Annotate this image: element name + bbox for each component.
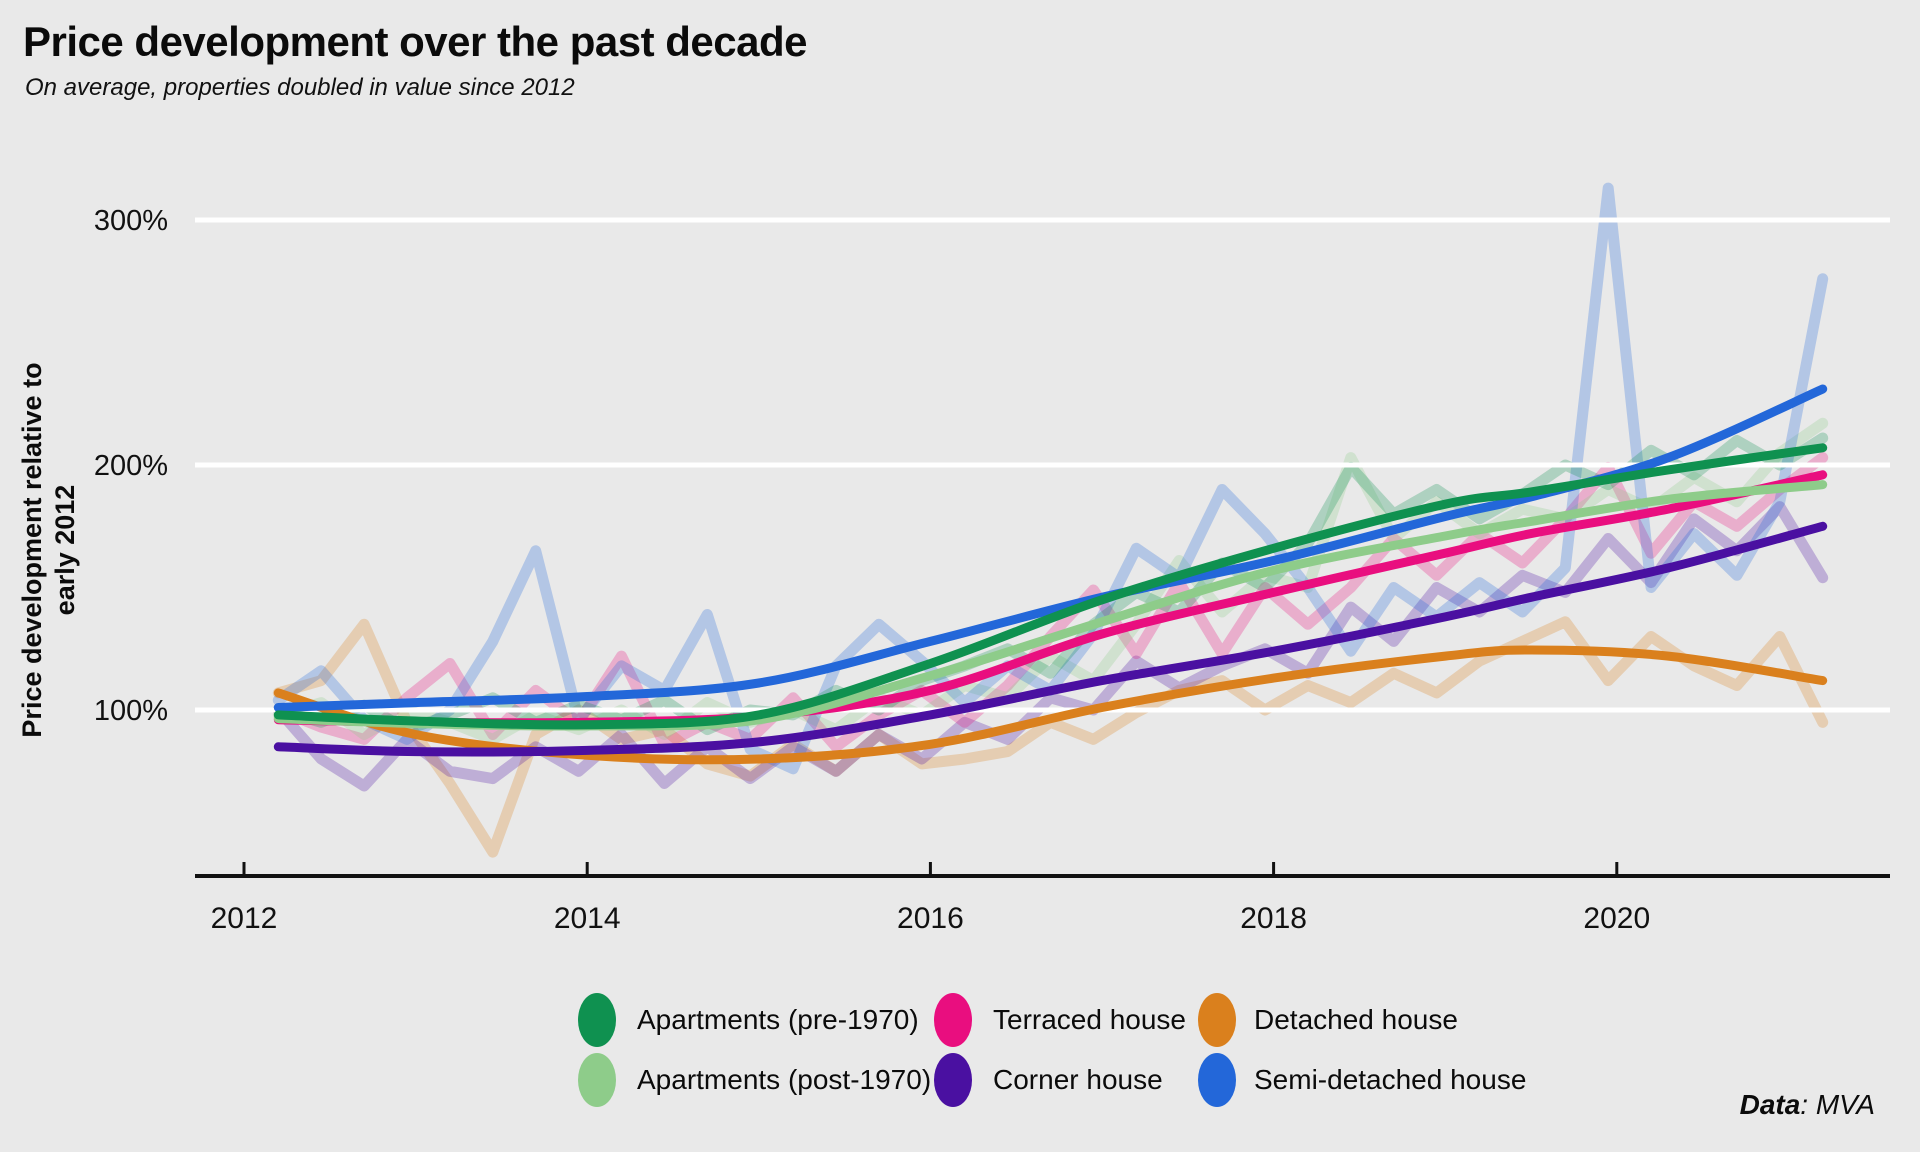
legend-marker-detached-house (1198, 993, 1236, 1047)
legend-marker-corner-house (934, 1053, 972, 1107)
legend-label-terraced-house: Terraced house (993, 1004, 1187, 1035)
legend-marker-semi-detached-house (1198, 1053, 1236, 1107)
legend-label-detached-house: Detached house (1254, 1004, 1458, 1035)
trend-line-corner-house (273, 521, 1828, 757)
page-title: Price development over the past decade (23, 18, 807, 65)
y-axis-title-line2: early 2012 (50, 484, 80, 616)
data-source-label: Data (1739, 1089, 1801, 1120)
page-subtitle: On average, properties doubled in value … (25, 74, 575, 101)
x-tick-label-2020: 2020 (1583, 902, 1650, 935)
axis-layer: 100% 200% 300% 2012 2014 2016 2018 2020 (94, 205, 1890, 935)
gridline-layer (195, 217, 1890, 713)
data-source-value: : MVA (1800, 1089, 1875, 1120)
trend-series-layer (273, 384, 1828, 765)
x-tick-label-2014: 2014 (554, 902, 621, 935)
trend-line-apartments-pre-1970 (273, 443, 1828, 730)
legend-marker-apartments-pre-1970 (578, 993, 616, 1047)
legend-label-corner-house: Corner house (993, 1064, 1163, 1095)
y-tick-label-100: 100% (94, 695, 168, 727)
x-tick-label-2016: 2016 (897, 902, 964, 935)
y-tick-label-300: 300% (94, 205, 168, 237)
legend-marker-apartments-post-1970 (578, 1053, 616, 1107)
x-tick-label-2012: 2012 (211, 902, 278, 935)
x-tick-label-2018: 2018 (1240, 902, 1307, 935)
y-tick-label-200: 200% (94, 450, 168, 482)
y-axis-title-line1: Price development relative to (17, 362, 47, 738)
legend-label-apartments-pre-1970: Apartments (pre-1970) (637, 1004, 919, 1035)
y-axis-title: Price development relative to early 2012 (16, 240, 86, 860)
legend-marker-terraced-house (934, 993, 972, 1047)
legend-label-apartments-post-1970: Apartments (post-1970) (637, 1064, 932, 1095)
data-source: Data: MVA (1740, 1089, 1875, 1121)
legend-label-semi-detached-house: Semi-detached house (1254, 1064, 1527, 1095)
